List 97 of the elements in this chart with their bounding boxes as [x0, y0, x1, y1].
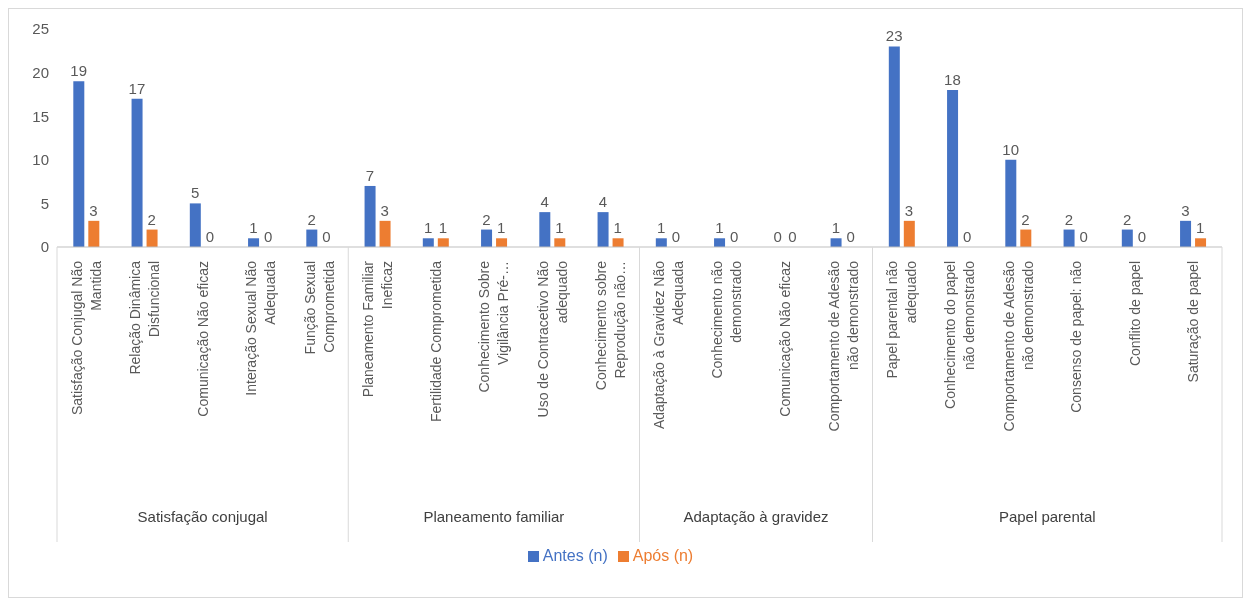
data-label: 5 — [191, 184, 200, 202]
data-label: 2 — [1064, 210, 1074, 228]
data-label: 0 — [730, 228, 739, 245]
bar — [714, 238, 726, 247]
data-label: 18 — [944, 71, 961, 89]
data-label: 1 — [497, 219, 506, 237]
data-label: 2 — [1021, 210, 1030, 228]
data-label: 19 — [70, 62, 88, 80]
data-label: 1 — [613, 219, 622, 237]
bar — [481, 229, 493, 247]
data-label: 0 — [963, 228, 972, 245]
data-label: 2 — [482, 210, 491, 228]
bar — [437, 238, 449, 247]
y-tick-label: 25 — [32, 20, 49, 38]
bar — [496, 238, 508, 247]
x-tick-label: Consenso de papel: não — [1068, 260, 1085, 413]
text: Satisfação conjugal — [137, 508, 268, 525]
bar — [539, 212, 551, 247]
data-label: 0 — [322, 228, 331, 245]
legend-label: Antes (n) — [542, 547, 608, 564]
data-label: 0 — [773, 228, 782, 245]
x-tick-label: Adaptação à Gravidez Não Adequada — [651, 260, 687, 430]
bar — [888, 46, 900, 247]
bar — [189, 203, 201, 247]
data-label: 0 — [264, 228, 273, 245]
y-tick-label: 5 — [40, 194, 49, 212]
x-tick-label: Saturação de papel — [1184, 261, 1201, 383]
bar — [947, 90, 959, 247]
bar — [903, 220, 915, 247]
data-label: 3 — [1181, 201, 1190, 219]
bar — [248, 238, 260, 247]
bar — [554, 238, 566, 247]
bar — [88, 220, 100, 247]
text: Planeamento familiar — [423, 508, 565, 525]
x-tick-label: Planeamento Familiar Ineficaz — [359, 260, 395, 398]
bar — [1005, 159, 1017, 247]
text: Papel parental — [998, 508, 1096, 525]
data-label: 17 — [128, 79, 146, 97]
bar — [379, 220, 391, 247]
x-tick-label: Fertilidade Comprometida — [427, 260, 444, 423]
text: Adaptação à gravidez — [683, 508, 829, 525]
x-tick-label: Conhecimento Sobre Vigilância Pré-… — [476, 260, 512, 393]
data-label: 0 — [846, 228, 855, 245]
data-label: 0 — [1137, 228, 1147, 245]
x-tick-label: Conhecimento sobre Reprodução não… — [592, 260, 628, 391]
data-label: 4 — [598, 193, 608, 211]
bar — [131, 98, 143, 247]
data-label: 2 — [1123, 210, 1132, 228]
bar — [73, 81, 85, 247]
x-tick-label: Comunicação Não eficaz — [194, 261, 211, 417]
y-tick-label: 0 — [40, 238, 49, 256]
x-tick-label: Conflito de papel — [1126, 261, 1143, 367]
data-label: 1 — [249, 219, 258, 237]
bar — [612, 238, 624, 247]
data-label: 0 — [671, 228, 681, 245]
x-tick-label: Função Sexual Comprometida — [301, 260, 337, 355]
data-label: 1 — [555, 219, 564, 237]
legend-label: Após (n) — [632, 547, 694, 564]
y-tick-label: 20 — [32, 63, 49, 81]
bar — [830, 238, 842, 247]
data-label: 4 — [540, 193, 549, 211]
bar — [422, 238, 434, 247]
data-label: 1 — [424, 219, 433, 237]
x-tick-label: Satisfação Conjugal Não Mantida — [68, 260, 104, 416]
data-label: 10 — [1002, 140, 1020, 158]
data-label: 1 — [438, 219, 448, 237]
data-label: 1 — [715, 219, 724, 237]
x-tick-label: Interação Sexual Não Adequada — [243, 260, 279, 396]
bar — [655, 238, 667, 247]
data-label: 1 — [657, 219, 666, 237]
data-label: 0 — [205, 228, 215, 245]
data-label: 0 — [1079, 228, 1088, 245]
x-tick-label: Conhecimento não demonstrado — [709, 260, 745, 379]
data-label: 3 — [380, 201, 389, 219]
bar — [364, 185, 376, 247]
x-tick-label: Comunicação Não eficaz — [777, 261, 794, 417]
y-tick-label: 15 — [32, 107, 49, 125]
data-label: 3 — [89, 201, 98, 219]
bar — [1180, 220, 1192, 247]
data-label: 3 — [904, 201, 914, 219]
bar — [306, 229, 318, 247]
x-tick-label: Uso de Contracetivo Não adequado — [534, 260, 570, 418]
data-label: 0 — [788, 228, 797, 245]
bar — [1063, 229, 1075, 247]
data-label: 1 — [1196, 219, 1205, 237]
bar — [597, 212, 609, 247]
y-tick-label: 10 — [32, 151, 49, 169]
data-label: 1 — [831, 219, 841, 237]
data-label: 2 — [147, 210, 156, 228]
data-label: 2 — [307, 210, 316, 228]
data-label: 7 — [365, 166, 375, 184]
bar — [1020, 229, 1032, 247]
data-label: 23 — [885, 27, 903, 45]
bar — [1121, 229, 1133, 247]
x-tick-label: Relação Dinâmica Disfuncional — [126, 260, 162, 375]
bar — [146, 229, 158, 247]
bar — [1195, 238, 1207, 247]
